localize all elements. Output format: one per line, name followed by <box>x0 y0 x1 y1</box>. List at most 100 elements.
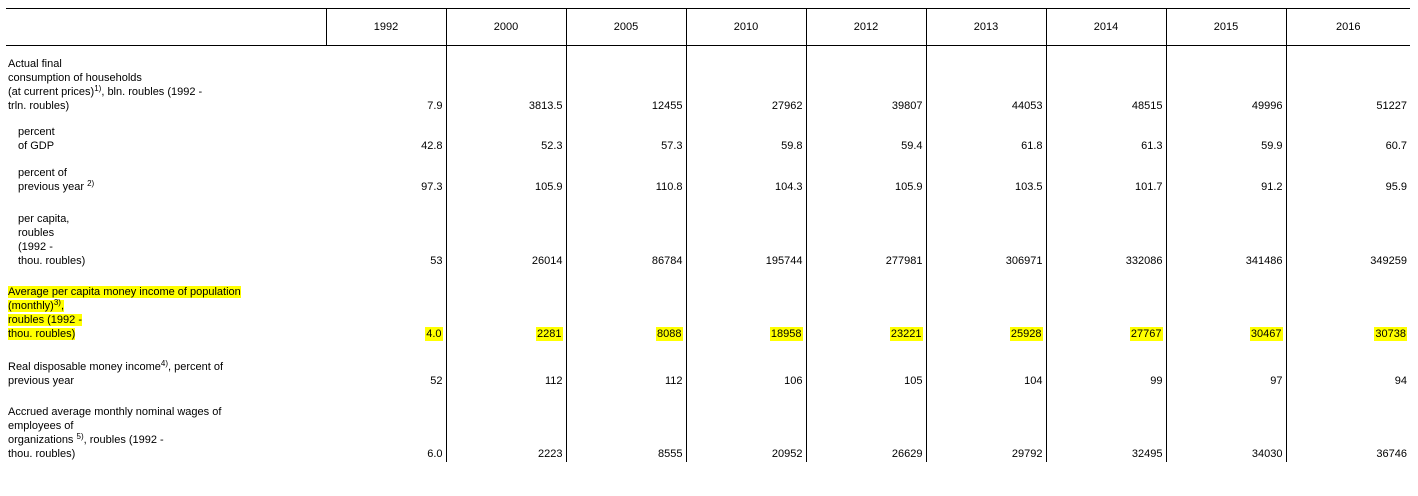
table-row: Accrued average monthly nominal wages of… <box>6 388 1410 462</box>
table-cell: 101.7 <box>1046 153 1167 194</box>
year-header-row: 1992 2000 2005 2010 2012 2013 2014 2015 … <box>6 8 1410 46</box>
label-line: employees of <box>8 420 74 432</box>
table-cell: 61.8 <box>926 113 1047 153</box>
table-cell: 8555 <box>566 388 687 462</box>
table-cell: 34030 <box>1166 388 1287 462</box>
table-cell: 42.8 <box>326 113 447 153</box>
table-cell: 26014 <box>446 194 567 268</box>
highlighted-value: 25928 <box>1009 327 1043 341</box>
label-line: percent of <box>18 167 67 179</box>
label-line: per capita, <box>18 213 70 225</box>
year-header: 2000 <box>445 8 566 46</box>
row-label: Average per capita money income of popul… <box>6 268 326 341</box>
table-row: Actual final consumption of households (… <box>6 45 1410 114</box>
label-line: (at current prices) <box>8 86 95 98</box>
table-cell: 97 <box>1166 341 1287 388</box>
table-cell: 36746 <box>1376 448 1407 460</box>
table-cell: 7.9 <box>326 45 447 113</box>
label-line: Accrued average monthly nominal wages of <box>8 406 222 418</box>
highlighted-value: 30467 <box>1249 327 1283 341</box>
row-label: Actual final consumption of households (… <box>6 46 326 114</box>
table-cell: 53 <box>326 194 447 268</box>
statistics-table: 1992 2000 2005 2010 2012 2013 2014 2015 … <box>6 8 1410 462</box>
table-cell: 99 <box>1046 341 1167 388</box>
label-line: roubles <box>18 227 55 239</box>
label-line: previous year <box>8 375 75 387</box>
table-cell: 104 <box>926 341 1047 388</box>
label-line: thou. roubles) <box>8 328 76 340</box>
table-cell: 20952 <box>686 388 807 462</box>
table-cell: 52.3 <box>446 113 567 153</box>
table-cell: 30467 <box>1166 268 1287 341</box>
table-cell: 18958 <box>686 268 807 341</box>
table-cell: 95.9 <box>1385 181 1407 193</box>
label-line: (monthly) <box>8 300 54 312</box>
table-cell: 59.9 <box>1166 113 1287 153</box>
table-row: per capita, roubles (1992 - thou. rouble… <box>6 194 1410 268</box>
table-cell: 59.4 <box>806 113 927 153</box>
table-cell: 104.3 <box>686 153 807 194</box>
table-cell: 105.9 <box>806 153 927 194</box>
table-cell: 341486 <box>1166 194 1287 268</box>
table-cell: 349259 <box>1370 255 1407 267</box>
table-cell: 91.2 <box>1166 153 1287 194</box>
table-cell: 3813.5 <box>446 45 567 113</box>
row-label: Accrued average monthly nominal wages of… <box>6 388 326 462</box>
row-label: per capita, roubles (1992 - thou. rouble… <box>6 194 326 268</box>
label-line: percent <box>18 126 55 138</box>
indicator-column-header <box>6 8 326 46</box>
table-cell: 44053 <box>926 45 1047 113</box>
table-cell: 277981 <box>806 194 927 268</box>
table-cell: 332086 <box>1046 194 1167 268</box>
table-cell: 4.0 <box>326 268 447 341</box>
label-line: previous year <box>18 181 85 193</box>
highlighted-value: 8088 <box>656 327 683 341</box>
label-line: , bln. roubles (1992 - <box>101 86 203 98</box>
table-cell: 57.3 <box>566 113 687 153</box>
table-cell: 8088 <box>566 268 687 341</box>
table-cell: 106 <box>686 341 807 388</box>
highlighted-value: 27767 <box>1129 327 1163 341</box>
label-line: Actual final <box>8 58 62 70</box>
table-cell: 61.3 <box>1046 113 1167 153</box>
table-cell: 52 <box>326 341 447 388</box>
table-cell: 12455 <box>566 45 687 113</box>
table-cell: 51227 <box>1376 100 1407 112</box>
table-cell: 39807 <box>806 45 927 113</box>
table-cell: 110.8 <box>566 153 687 194</box>
table-cell: 86784 <box>566 194 687 268</box>
table-cell: 49996 <box>1166 45 1287 113</box>
table-cell: 97.3 <box>326 153 447 194</box>
highlighted-value: 2281 <box>536 327 563 341</box>
highlighted-value: 30738 <box>1374 327 1407 341</box>
label-line-with-footnote: (monthly)3), <box>8 298 65 312</box>
label-line: Real disposable money income <box>8 361 161 373</box>
table-row: percent of previous year 2) 97.3 105.9 1… <box>6 153 1410 194</box>
footnote-marker: 1) <box>94 84 102 93</box>
table-cell: 112 <box>446 341 567 388</box>
row-label: Real disposable money income4), percent … <box>6 341 326 388</box>
label-line: consumption of households <box>8 72 142 84</box>
table-cell: 60.7 <box>1385 140 1407 152</box>
highlighted-value: 4.0 <box>425 327 443 341</box>
label-line: of GDP <box>18 140 55 152</box>
table-cell: 105.9 <box>446 153 567 194</box>
label-line: , <box>60 300 65 312</box>
table-row: percent of GDP 42.8 52.3 57.3 59.8 59.4 … <box>6 113 1410 153</box>
year-header: 2012 <box>805 8 926 46</box>
row-label: percent of previous year 2) <box>6 153 326 194</box>
label-line: organizations <box>8 434 74 446</box>
table-cell: 6.0 <box>326 388 447 462</box>
label-line: thou. roubles) <box>8 448 76 460</box>
label-line: thou. roubles) <box>18 255 86 267</box>
table-cell: 23221 <box>806 268 927 341</box>
year-header: 2016 <box>1285 8 1410 46</box>
statistics-table-container: 1992 2000 2005 2010 2012 2013 2014 2015 … <box>6 8 1410 462</box>
year-header: 2005 <box>565 8 686 46</box>
label-line-with-footnote: previous year 2) <box>8 180 323 194</box>
footnote-marker: 3) <box>53 298 61 307</box>
table-cell: 25928 <box>926 268 1047 341</box>
label-line: Average per capita money income of popul… <box>8 286 241 298</box>
row-label: percent of GDP <box>6 113 326 153</box>
table-cell: 27962 <box>686 45 807 113</box>
